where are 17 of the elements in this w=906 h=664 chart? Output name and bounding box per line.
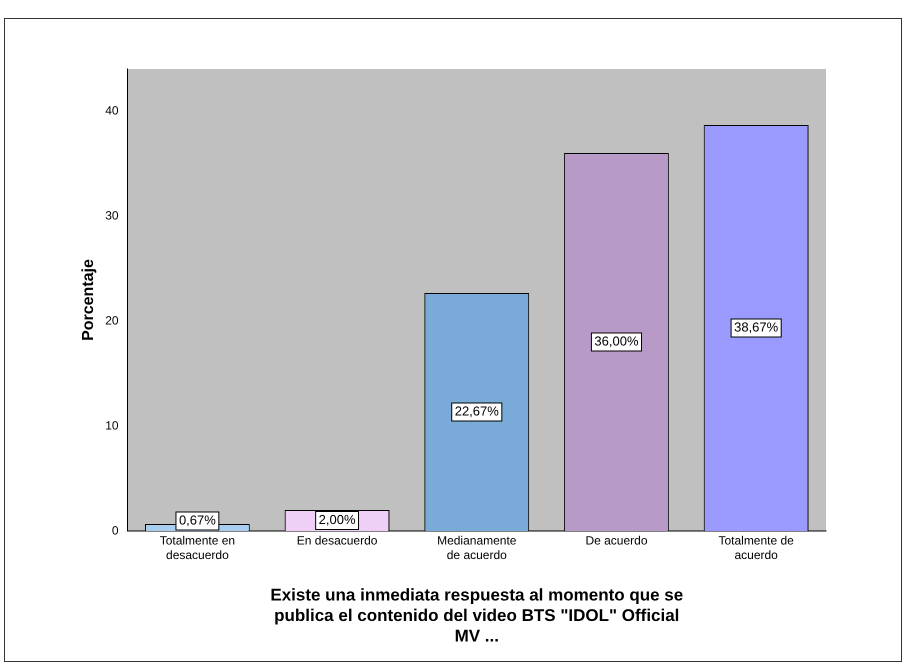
- data-label: 38,67%: [734, 320, 779, 335]
- data-label: 2,00%: [318, 512, 356, 528]
- x-tick-label: Totalmente de acuerdo: [718, 534, 794, 562]
- y-tick-label: 20: [105, 313, 119, 328]
- x-tick-label: De acuerdo: [585, 534, 648, 548]
- data-label: 22,67%: [454, 404, 500, 419]
- x-tick-label: Medianamente de acuerdo: [437, 534, 517, 562]
- y-tick-label: 40: [105, 103, 119, 118]
- y-tick-label: 10: [105, 418, 119, 432]
- y-tick-label: 30: [105, 208, 119, 222]
- data-label: 36,00%: [594, 334, 639, 349]
- x-axis-title: Existe una inmediata respuesta al momento que se publica el contenido del video BTS "IDOL" Official MV ...: [270, 586, 684, 646]
- data-label: 0,67%: [178, 512, 216, 528]
- x-tick-label: En desacuerdo: [296, 534, 378, 548]
- y-tick-label: 0: [112, 523, 119, 538]
- x-tick-label: Totalmente en desacuerdo: [160, 534, 236, 562]
- y-axis-title: Porcentaje: [80, 258, 98, 341]
